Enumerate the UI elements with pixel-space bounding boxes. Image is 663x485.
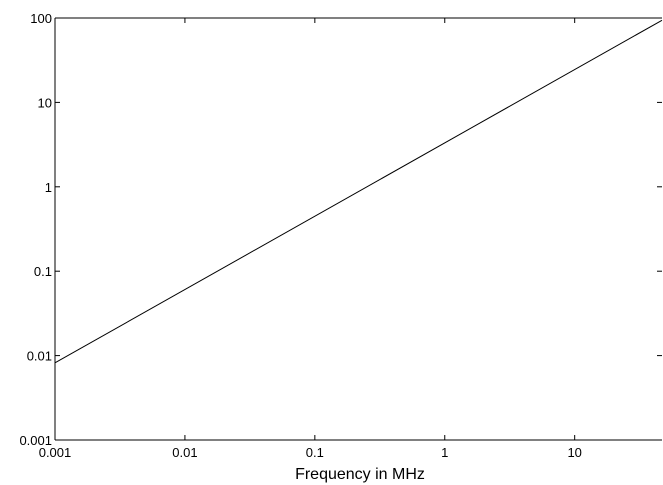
y-tick-label: 0.1 bbox=[34, 264, 52, 279]
plot-frame-group bbox=[54, 17, 662, 441]
x-tick-label: 0.1 bbox=[306, 445, 324, 460]
y-tick-label: 0.01 bbox=[27, 349, 52, 364]
series-layer bbox=[54, 19, 663, 364]
y-ticks: 0.001 0.01 0.1 1 10 100 bbox=[19, 11, 662, 448]
x-tick-label: 1 bbox=[441, 445, 448, 460]
x-tick-label: 0.001 bbox=[39, 445, 72, 460]
x-axis-title: Frequency in MHz bbox=[295, 466, 425, 483]
x-ticks: 0.001 0.01 0.1 1 10 bbox=[39, 18, 582, 460]
x-tick-label: 0.01 bbox=[172, 445, 197, 460]
y-tick-label: 0.001 bbox=[19, 433, 52, 448]
series-line-0 bbox=[54, 19, 663, 364]
x-tick-label: 10 bbox=[567, 445, 581, 460]
y-tick-label: 10 bbox=[38, 95, 52, 110]
y-tick-label: 100 bbox=[30, 11, 52, 26]
y-tick-label: 1 bbox=[45, 180, 52, 195]
